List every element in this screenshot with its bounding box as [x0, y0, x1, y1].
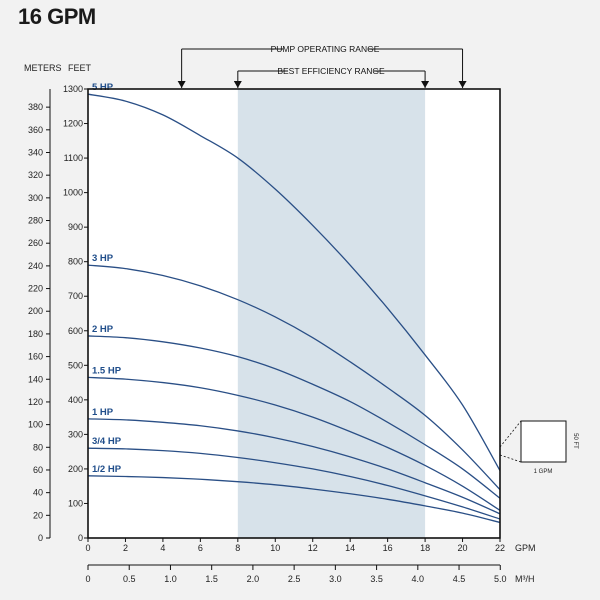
gpm-tick-label: 18: [420, 543, 430, 553]
meters-tick-label: 340: [28, 147, 43, 157]
meters-tick-label: 300: [28, 193, 43, 203]
meters-tick-label: 220: [28, 284, 43, 294]
m3h-tick-label: 0.5: [123, 574, 136, 584]
feet-tick-label: 500: [68, 360, 83, 370]
feet-tick-label: 400: [68, 395, 83, 405]
curve-1-5-hp: [87, 376, 501, 511]
m3h-tick-label: 4.5: [453, 574, 466, 584]
operating-range-label: PUMP OPERATING RANGE: [271, 44, 380, 54]
meters-tick-label: 140: [28, 374, 43, 384]
meters-tick-label: 20: [33, 510, 43, 520]
curve-label-3-hp: 3 HP: [92, 253, 114, 264]
curve-label-1-2-hp: 1/2 HP: [92, 464, 122, 475]
feet-tick-label: 700: [68, 291, 83, 301]
scale-inset-gpm-label: 1 GPM: [534, 469, 553, 475]
curve-layer: 5 HP 3 HP 2 HP 1.5 HP 1 HP 3/4 HP 1/2 HP: [87, 82, 501, 524]
axes-layer: METERS FEET020406080100120140160180200220…: [24, 63, 536, 584]
meters-tick-label: 60: [33, 465, 43, 475]
feet-tick-label: 1000: [63, 188, 83, 198]
best-efficiency-band: [237, 89, 426, 538]
gpm-tick-label: 8: [235, 543, 240, 553]
feet-tick-label: 0: [78, 533, 83, 543]
m3h-tick-label: 5.0: [494, 574, 507, 584]
curve-3-hp: [87, 264, 501, 491]
curve-label-3-4-hp: 3/4 HP: [92, 436, 122, 447]
frame-layer: [87, 88, 501, 539]
meters-tick-label: 360: [28, 125, 43, 135]
scale-inset-layer: 1 GPM 50 FT: [499, 420, 578, 475]
m3h-tick-label: 2.0: [247, 574, 260, 584]
gpm-unit-label: GPM: [515, 543, 536, 553]
curve-5-hp: [87, 93, 501, 471]
curve-1-2-hp: [87, 475, 501, 524]
meters-tick-label: 160: [28, 352, 43, 362]
plot-frame: [87, 88, 501, 539]
curve-1-hp: [87, 418, 501, 515]
feet-tick-label: 1200: [63, 119, 83, 129]
meters-tick-label: 280: [28, 216, 43, 226]
m3h-tick-label: 0: [85, 574, 90, 584]
gpm-tick-label: 4: [160, 543, 165, 553]
gpm-tick-label: 2: [123, 543, 128, 553]
m3h-tick-label: 4.0: [412, 574, 425, 584]
meters-tick-label: 100: [28, 420, 43, 430]
m3h-tick-label: 1.0: [164, 574, 177, 584]
meters-tick-label: 180: [28, 329, 43, 339]
gpm-tick-label: 16: [383, 543, 393, 553]
scale-inset-leader-top: [499, 420, 522, 448]
m3h-tick-label: 3.5: [370, 574, 383, 584]
meters-tick-label: 320: [28, 170, 43, 180]
scale-inset-ft-label: 50 FT: [572, 433, 578, 449]
curve-label-1-5-hp: 1.5 HP: [92, 365, 122, 376]
gpm-tick-label: 6: [198, 543, 203, 553]
scale-inset-box: [520, 420, 567, 463]
gpm-tick-label: 10: [270, 543, 280, 553]
curve-2-hp: [87, 335, 501, 499]
gpm-tick-label: 0: [85, 543, 90, 553]
feet-tick-label: 200: [68, 464, 83, 474]
gpm-tick-label: 20: [458, 543, 468, 553]
gpm-tick-label: 12: [308, 543, 318, 553]
feet-tick-label: 900: [68, 222, 83, 232]
feet-tick-label: 300: [68, 429, 83, 439]
m3h-tick-label: 2.5: [288, 574, 301, 584]
meters-tick-label: 120: [28, 397, 43, 407]
gpm-tick-label: 14: [345, 543, 355, 553]
efficiency-range-label: BEST EFFICIENCY RANGE: [277, 66, 385, 76]
curve-label-5-hp: 5 HP: [92, 82, 114, 93]
meters-tick-label: 260: [28, 238, 43, 248]
curve-3-4-hp: [87, 447, 501, 520]
meters-tick-label: 380: [28, 102, 43, 112]
feet-tick-label: 800: [68, 257, 83, 267]
chart-title: 16 GPM: [18, 4, 96, 29]
meters-axis-title: METERS: [24, 63, 62, 73]
meters-tick-label: 240: [28, 261, 43, 271]
m3h-unit-label: M³/H: [515, 574, 535, 584]
feet-tick-label: 1100: [64, 153, 83, 163]
feet-tick-label: 1300: [63, 84, 83, 94]
curve-label-1-hp: 1 HP: [92, 407, 114, 418]
meters-tick-label: 40: [33, 488, 43, 498]
m3h-tick-label: 1.5: [205, 574, 218, 584]
scale-inset-leader-bottom: [499, 454, 522, 463]
meters-tick-label: 80: [33, 442, 43, 452]
range-annotations-layer: PUMP OPERATING RANGE BEST EFFICIENCY RANG…: [177, 44, 467, 88]
meters-tick-label: 0: [38, 533, 43, 543]
gpm-tick-label: 22: [495, 543, 505, 553]
curve-label-2-hp: 2 HP: [92, 324, 114, 335]
feet-axis-title: FEET: [68, 63, 92, 73]
efficiency-band-layer: [88, 89, 500, 538]
meters-tick-label: 200: [28, 306, 43, 316]
m3h-tick-label: 3.0: [329, 574, 342, 584]
feet-tick-label: 600: [68, 326, 83, 336]
feet-tick-label: 100: [68, 498, 83, 508]
